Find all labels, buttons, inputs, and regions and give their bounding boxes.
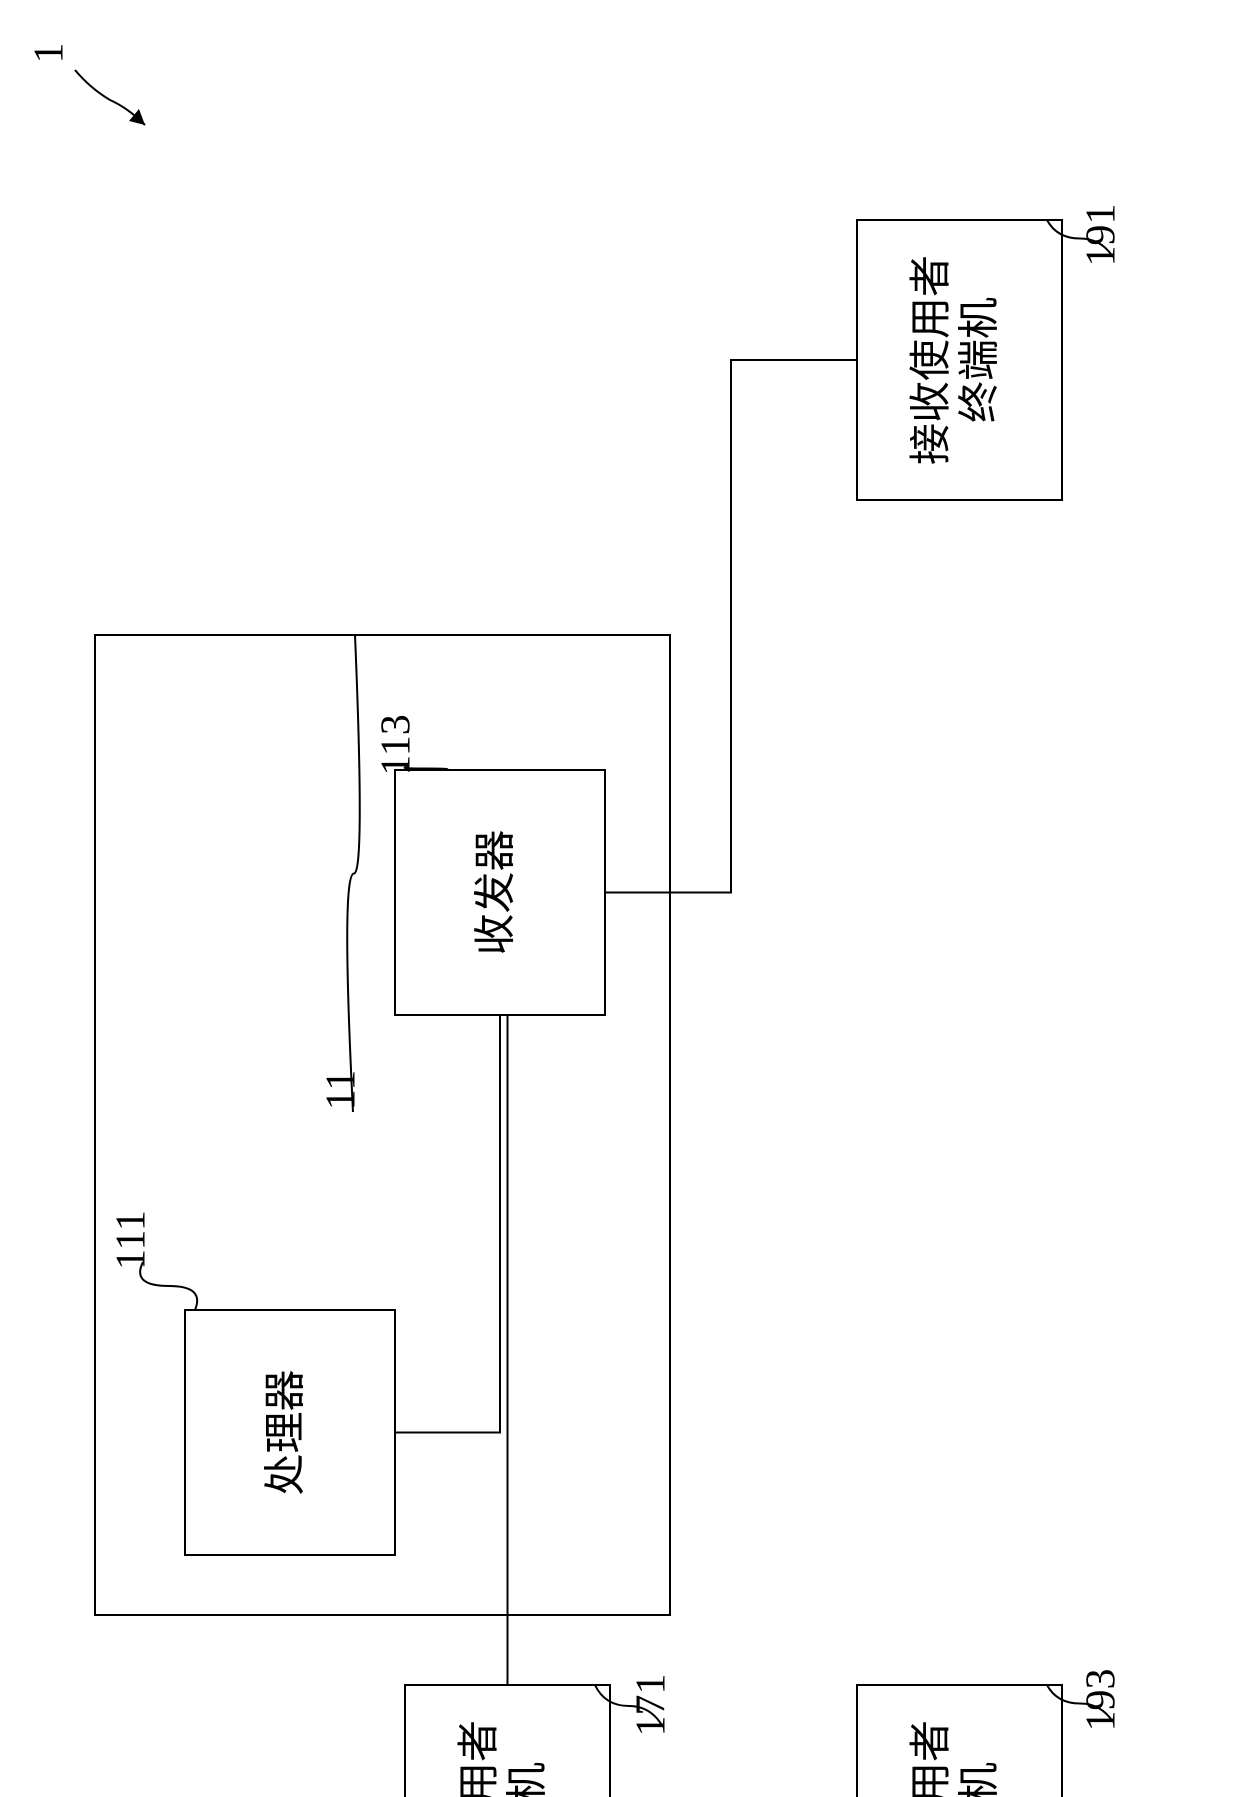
system-ref: 1 (27, 43, 73, 64)
rxUser1-label-line1: 终端机 (957, 297, 1003, 423)
transceiver-label-group: 收发器 (474, 829, 520, 955)
block-diagram: 处理器收发器发射使用者终端机接收使用者终端机接收使用者终端机1111111317… (0, 0, 1240, 1797)
container-ref-group: 11 (319, 1070, 365, 1110)
rxUser2-label-line1: 终端机 (957, 1762, 1003, 1797)
rxUser2-ref: 193 (1079, 1669, 1125, 1732)
transceiver-ref-group: 113 (374, 714, 420, 775)
transceiver-ref: 113 (374, 714, 420, 775)
rxUser1-ref-group: 191 (1079, 204, 1125, 267)
container-ref: 11 (319, 1070, 365, 1110)
system-arrow-head (129, 109, 145, 125)
processor-ref-group: 111 (109, 1210, 155, 1270)
rxUser1-label-line0: 接收使用者 (909, 255, 955, 465)
txUser-label-line0: 发射使用者 (457, 1720, 503, 1797)
rxUser2-ref-group: 193 (1079, 1669, 1125, 1732)
system-ref-group: 1 (27, 43, 73, 64)
txUser-ref: 171 (629, 1674, 675, 1737)
rxUser2-label-line0: 接收使用者 (909, 1720, 955, 1797)
processor-label-group: 处理器 (264, 1369, 310, 1495)
processor-ref: 111 (109, 1210, 155, 1270)
rxUser1-ref: 191 (1079, 204, 1125, 267)
processor-label-line0: 处理器 (264, 1369, 310, 1495)
txUser-label-line1: 终端机 (505, 1762, 551, 1797)
transceiver-label-line0: 收发器 (474, 829, 520, 955)
txUser-ref-group: 171 (629, 1674, 675, 1737)
